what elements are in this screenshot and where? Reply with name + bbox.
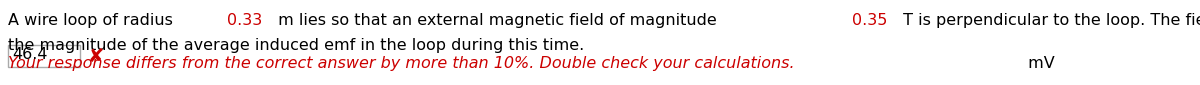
- Text: T is perpendicular to the loop. The field reverses its direction, and its magnit: T is perpendicular to the loop. The fiel…: [898, 13, 1200, 28]
- FancyBboxPatch shape: [8, 45, 80, 67]
- Text: the magnitude of the average induced emf in the loop during this time.: the magnitude of the average induced emf…: [8, 38, 584, 53]
- Text: ✘: ✘: [88, 46, 104, 66]
- Text: 0.33: 0.33: [227, 13, 263, 28]
- Text: 0.35: 0.35: [852, 13, 888, 28]
- Text: 46.4: 46.4: [12, 47, 48, 62]
- Text: m lies so that an external magnetic field of magnitude: m lies so that an external magnetic fiel…: [272, 13, 721, 28]
- Text: mV: mV: [1022, 56, 1055, 71]
- Text: A wire loop of radius: A wire loop of radius: [8, 13, 178, 28]
- Text: Your response differs from the correct answer by more than 10%. Double check you: Your response differs from the correct a…: [8, 56, 794, 71]
